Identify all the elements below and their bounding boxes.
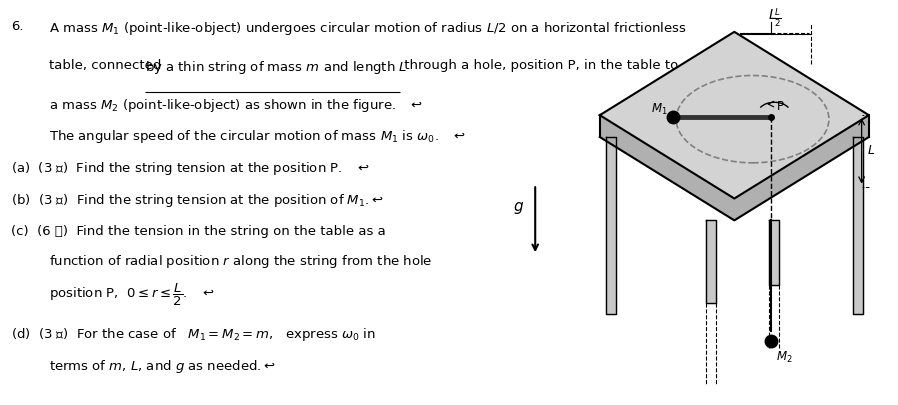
Text: $g$: $g$ <box>514 200 524 217</box>
Text: by a thin string of mass $m$ and length $L$: by a thin string of mass $m$ and length … <box>145 59 408 76</box>
Text: (d)  (3 점)  For the case of   $M_1 = M_2 = m$,   express $\omega_0$ in: (d) (3 점) For the case of $M_1 = M_2 = m… <box>11 326 375 343</box>
Text: The angular speed of the circular motion of mass $M_1$ is $\omega_0$.   $\hookle: The angular speed of the circular motion… <box>49 128 466 145</box>
Text: $M_1$: $M_1$ <box>651 101 667 117</box>
Text: $L$: $L$ <box>867 145 876 158</box>
Text: table, connected: table, connected <box>49 59 166 72</box>
Polygon shape <box>600 32 869 198</box>
Text: a mass $M_2$ (point-like-object) as shown in the figure.   $\hookleftarrow$: a mass $M_2$ (point-like-object) as show… <box>49 97 424 114</box>
Text: 6.: 6. <box>11 20 23 33</box>
Text: $L$: $L$ <box>768 8 777 22</box>
Text: position P,  $0 \leq r \leq \dfrac{L}{2}$.   $\hookleftarrow$: position P, $0 \leq r \leq \dfrac{L}{2}$… <box>49 281 215 308</box>
Text: P: P <box>778 100 784 113</box>
Text: $\frac{L}{2}$: $\frac{L}{2}$ <box>774 7 782 29</box>
Text: (a)  (3 점)  Find the string tension at the position P.   $\hookleftarrow$: (a) (3 점) Find the string tension at the… <box>11 160 369 177</box>
Text: A mass $M_1$ (point-like-object) undergoes circular motion of radius $L/2$ on a : A mass $M_1$ (point-like-object) undergo… <box>49 20 687 37</box>
Text: function of radial position $r$ along the string from the hole: function of radial position $r$ along th… <box>49 253 433 270</box>
Text: (c)  (6 점)  Find the tension in the string on the table as a: (c) (6 점) Find the tension in the string… <box>11 225 385 238</box>
Polygon shape <box>600 115 869 220</box>
Text: $M_2$: $M_2$ <box>776 350 793 365</box>
Text: through a hole, position P, in the table to: through a hole, position P, in the table… <box>400 59 678 72</box>
Text: terms of $m$, $L$, and $g$ as needed.$\hookleftarrow$: terms of $m$, $L$, and $g$ as needed.$\h… <box>49 358 276 375</box>
Text: (b)  (3 점)  Find the string tension at the position of $M_1$.$\hookleftarrow$: (b) (3 점) Find the string tension at the… <box>11 192 383 209</box>
